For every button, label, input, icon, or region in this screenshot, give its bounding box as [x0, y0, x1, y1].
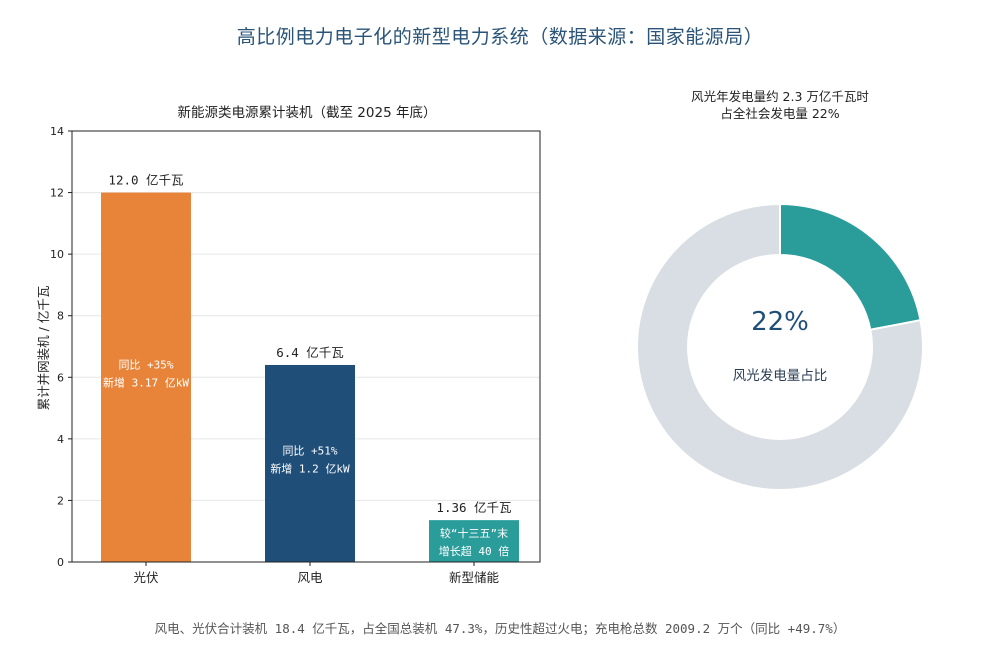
x-tick-label: 风电 [297, 570, 323, 585]
x-axis: 光伏 风电 新型储能 [133, 562, 499, 585]
y-tick-label: 10 [50, 248, 64, 261]
y-tick-label: 4 [57, 433, 64, 446]
bar-inner-label: 新增 3.17 亿kW [103, 375, 189, 389]
donut-center-label: 风光发电量占比 [733, 368, 828, 384]
bar-2 [265, 364, 355, 562]
bar-value-label: 1.36 亿千瓦 [436, 500, 511, 515]
plot-frame [71, 130, 541, 563]
bar-inner-label: 新增 1.2 亿kW [270, 461, 350, 475]
y-tick-label: 12 [50, 187, 64, 200]
y-tick-label: 6 [57, 371, 64, 384]
donut-slice-2 [636, 202, 924, 491]
y-tick-label: 0 [57, 556, 64, 569]
donut-title-line-1: 风光年发电量约 2.3 万亿千瓦时 [691, 89, 869, 104]
bar-inner-label: 增长超 40 倍 [439, 544, 510, 558]
bar-chart-title: 新能源类电源累计装机（截至 2025 年底） [178, 105, 437, 121]
bar-1 [101, 192, 191, 563]
bar-value-label: 12.0 亿千瓦 [108, 173, 183, 188]
bar-3 [429, 520, 519, 562]
y-axis-label: 累计并网装机 / 亿千瓦 [36, 286, 51, 411]
y-tick-label: 8 [57, 310, 64, 323]
bar-inner-label: 同比 +51% [282, 444, 337, 457]
x-tick-label: 新型储能 [449, 570, 500, 585]
bar-inner-label: 较“十三五”末 [440, 526, 508, 540]
bar-value-label: 6.4 亿千瓦 [276, 345, 344, 360]
figure-title: 高比例电力电子化的新型电力系统（数据来源：国家能源局） [236, 26, 764, 48]
y-tick-label: 2 [57, 494, 64, 507]
x-tick-label: 光伏 [133, 570, 159, 585]
y-tick-label: 14 [50, 125, 64, 138]
y-axis: 0 2 4 6 8 10 12 14 [50, 125, 72, 569]
donut-center-value: 22% [751, 307, 809, 337]
footnote: 风电、光伏合计装机 18.4 亿千瓦，占全国总装机 47.3%，历史性超过火电；… [154, 621, 846, 636]
donut-chart [636, 202, 924, 491]
donut-title-line-2: 占全社会发电量 22% [720, 106, 839, 121]
bar-inner-label: 同比 +35% [118, 358, 173, 371]
